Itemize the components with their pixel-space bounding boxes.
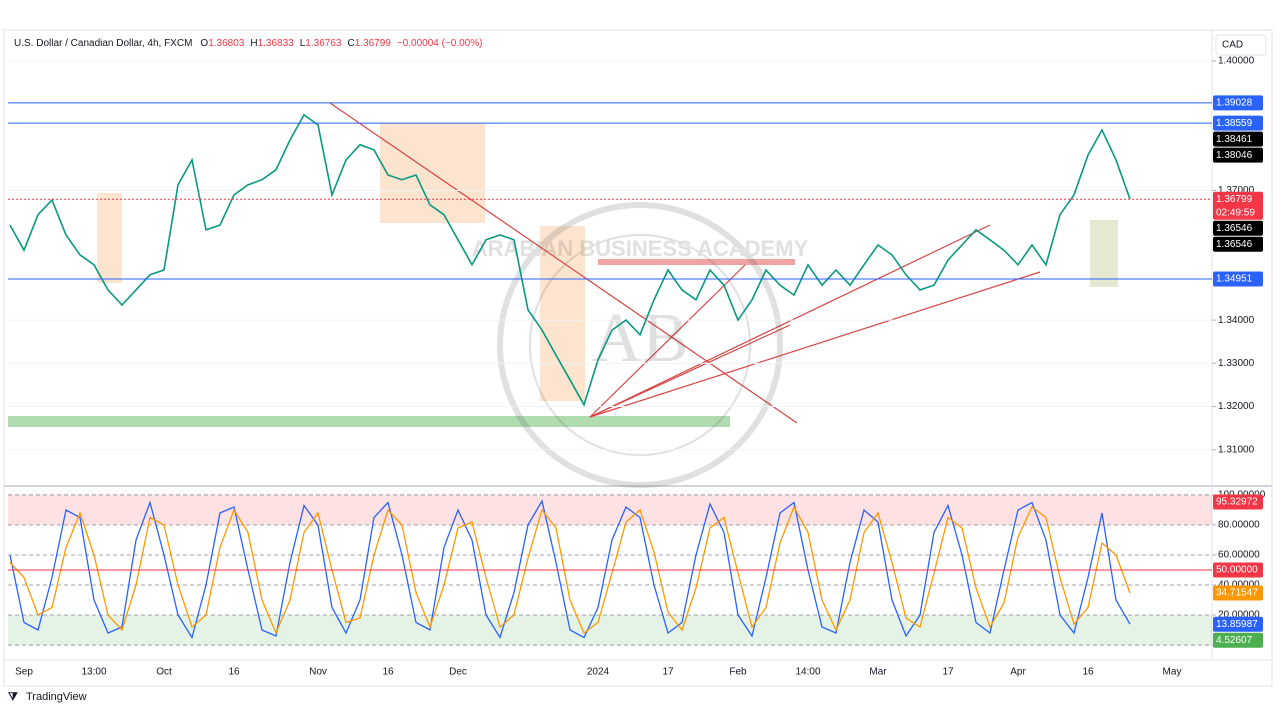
trend-line bbox=[329, 102, 798, 424]
price-label: 1.36546 bbox=[1216, 223, 1253, 234]
price-label: 1.38046 bbox=[1216, 150, 1253, 161]
price-label: 1.38559 bbox=[1216, 118, 1253, 129]
price-label: 13.85987 bbox=[1216, 619, 1258, 630]
x-tick-label: 16 bbox=[228, 667, 240, 678]
x-tick-label: Dec bbox=[449, 667, 467, 678]
trend-line bbox=[589, 224, 991, 418]
price-label-bg bbox=[1213, 220, 1263, 236]
price-label-bg bbox=[1213, 191, 1263, 220]
x-tick-label: Sep bbox=[15, 667, 33, 678]
zone bbox=[8, 615, 1212, 646]
ohlc-key: L bbox=[300, 38, 306, 49]
x-tick-label: Feb bbox=[729, 667, 747, 678]
y-tick-label: 1.37000 bbox=[1218, 185, 1255, 196]
watermark: ARABIAN BUSINESS ACADEMY AB bbox=[472, 202, 809, 488]
price-label: 1.39028 bbox=[1216, 98, 1253, 109]
price-label-bg bbox=[1213, 147, 1263, 163]
zone bbox=[8, 494, 1212, 525]
x-tick-label: Oct bbox=[156, 667, 172, 678]
symbol-header: U.S. Dollar / Canadian Dollar, 4h, FXCM O… bbox=[14, 38, 482, 49]
price-label: 1.34951 bbox=[1216, 274, 1253, 285]
price-label-bg bbox=[1213, 95, 1263, 111]
x-tick-label: Mar bbox=[869, 667, 887, 678]
price-label: 1.38461 bbox=[1216, 134, 1253, 145]
price-label: 34.71547 bbox=[1216, 588, 1258, 599]
countdown: 02:49:59 bbox=[1216, 207, 1255, 218]
x-tick-label: May bbox=[1163, 667, 1182, 678]
title: U.S. Dollar / Canadian Dollar, 4h, FXCM bbox=[14, 38, 192, 49]
stamp-ring bbox=[529, 234, 751, 456]
watermark-logo: AB bbox=[591, 300, 688, 377]
x-tick-label: 16 bbox=[1082, 667, 1094, 678]
series-line bbox=[9, 505, 1131, 635]
footer: TradingView bbox=[26, 691, 87, 703]
currency[interactable]: CAD bbox=[1222, 40, 1243, 51]
ohlc-value: 1.36763 bbox=[305, 38, 342, 49]
x-tick-label: Nov bbox=[309, 667, 327, 678]
watermark-text: ARABIAN BUSINESS ACADEMY bbox=[472, 236, 809, 261]
trend-line bbox=[589, 271, 1041, 418]
price-label-bg bbox=[1213, 494, 1263, 510]
zone bbox=[97, 193, 122, 283]
trend-line bbox=[589, 264, 746, 418]
logo: ⧩ bbox=[7, 691, 18, 703]
price-label-bg bbox=[1213, 131, 1263, 147]
price-label: 1.36799 bbox=[1216, 194, 1253, 205]
price-label-bg bbox=[1213, 585, 1263, 601]
drawings bbox=[8, 102, 1118, 427]
y-tick-label: 1.33000 bbox=[1218, 358, 1255, 369]
zone bbox=[540, 226, 585, 401]
ohlc-value: 1.36803 bbox=[208, 38, 245, 49]
ohlc-value: 1.36799 bbox=[355, 38, 392, 49]
change: −0.00004 (−0.00%) bbox=[397, 38, 483, 49]
x-tick-label: 2024 bbox=[587, 667, 610, 678]
ohlc-key: H bbox=[250, 38, 257, 49]
y-tick-label: 40.00000 bbox=[1218, 580, 1260, 591]
y-tick-label: 1.31000 bbox=[1218, 444, 1255, 455]
x-tick-label: 17 bbox=[662, 667, 674, 678]
series-line bbox=[9, 113, 1131, 407]
zone bbox=[1090, 220, 1118, 287]
y-tick-label: 20.00000 bbox=[1218, 610, 1260, 621]
x-tick-label: Apr bbox=[1010, 667, 1026, 678]
resistance-zone bbox=[598, 259, 795, 265]
y-tick-label: 60.00000 bbox=[1218, 550, 1260, 561]
y-tick-label: 1.32000 bbox=[1218, 401, 1255, 412]
frame bbox=[3, 29, 1273, 687]
price-label: 4.52607 bbox=[1216, 635, 1253, 646]
x-tick-label: 14:00 bbox=[795, 667, 820, 678]
series-line bbox=[9, 499, 1131, 640]
currency-box[interactable] bbox=[1215, 34, 1267, 56]
ohlc-value: 1.36833 bbox=[258, 38, 295, 49]
x-tick-label: 17 bbox=[942, 667, 954, 678]
price-label: 50.00000 bbox=[1216, 565, 1258, 576]
support-zone bbox=[8, 416, 730, 427]
trend-line bbox=[589, 324, 791, 418]
y-tick-label: 1.40000 bbox=[1218, 56, 1255, 67]
y-tick-label: 1.34000 bbox=[1218, 315, 1255, 326]
price-label-bg bbox=[1213, 236, 1263, 252]
price-label-bg bbox=[1213, 632, 1263, 648]
price-label-bg bbox=[1213, 271, 1263, 287]
x-tick-label: 16 bbox=[382, 667, 394, 678]
price-label: 1.36546 bbox=[1216, 239, 1253, 250]
y-tick-label: 80.00000 bbox=[1218, 520, 1260, 531]
price-label-bg bbox=[1213, 616, 1263, 632]
legend: U.S. Dollar / Canadian Dollar, 4h, FXCM O… bbox=[14, 38, 482, 49]
price-label: 95.32972 bbox=[1216, 497, 1258, 508]
stamp-ring bbox=[497, 202, 783, 488]
x-tick-label: 13:00 bbox=[81, 667, 106, 678]
ohlc-key: O bbox=[200, 38, 208, 49]
price-label-bg bbox=[1213, 562, 1263, 578]
price-label-bg bbox=[1213, 115, 1263, 131]
ohlc-key: C bbox=[347, 38, 354, 49]
